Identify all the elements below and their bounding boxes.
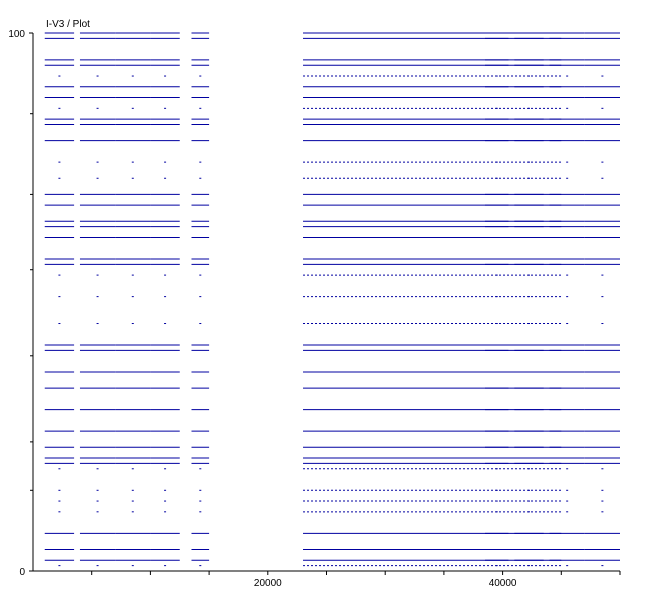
y-tick-label: 100 [8,29,25,40]
x-tick-label: 40000 [489,578,517,589]
y-tick-label: 0 [19,567,25,578]
chart-title: I-V3 / Plot [46,19,90,30]
data-series [44,32,620,567]
x-tick-label: 20000 [254,578,282,589]
x-axis-ticks: 20000 40000 [91,571,621,589]
y-axis-ticks: 0 100 [8,29,33,578]
